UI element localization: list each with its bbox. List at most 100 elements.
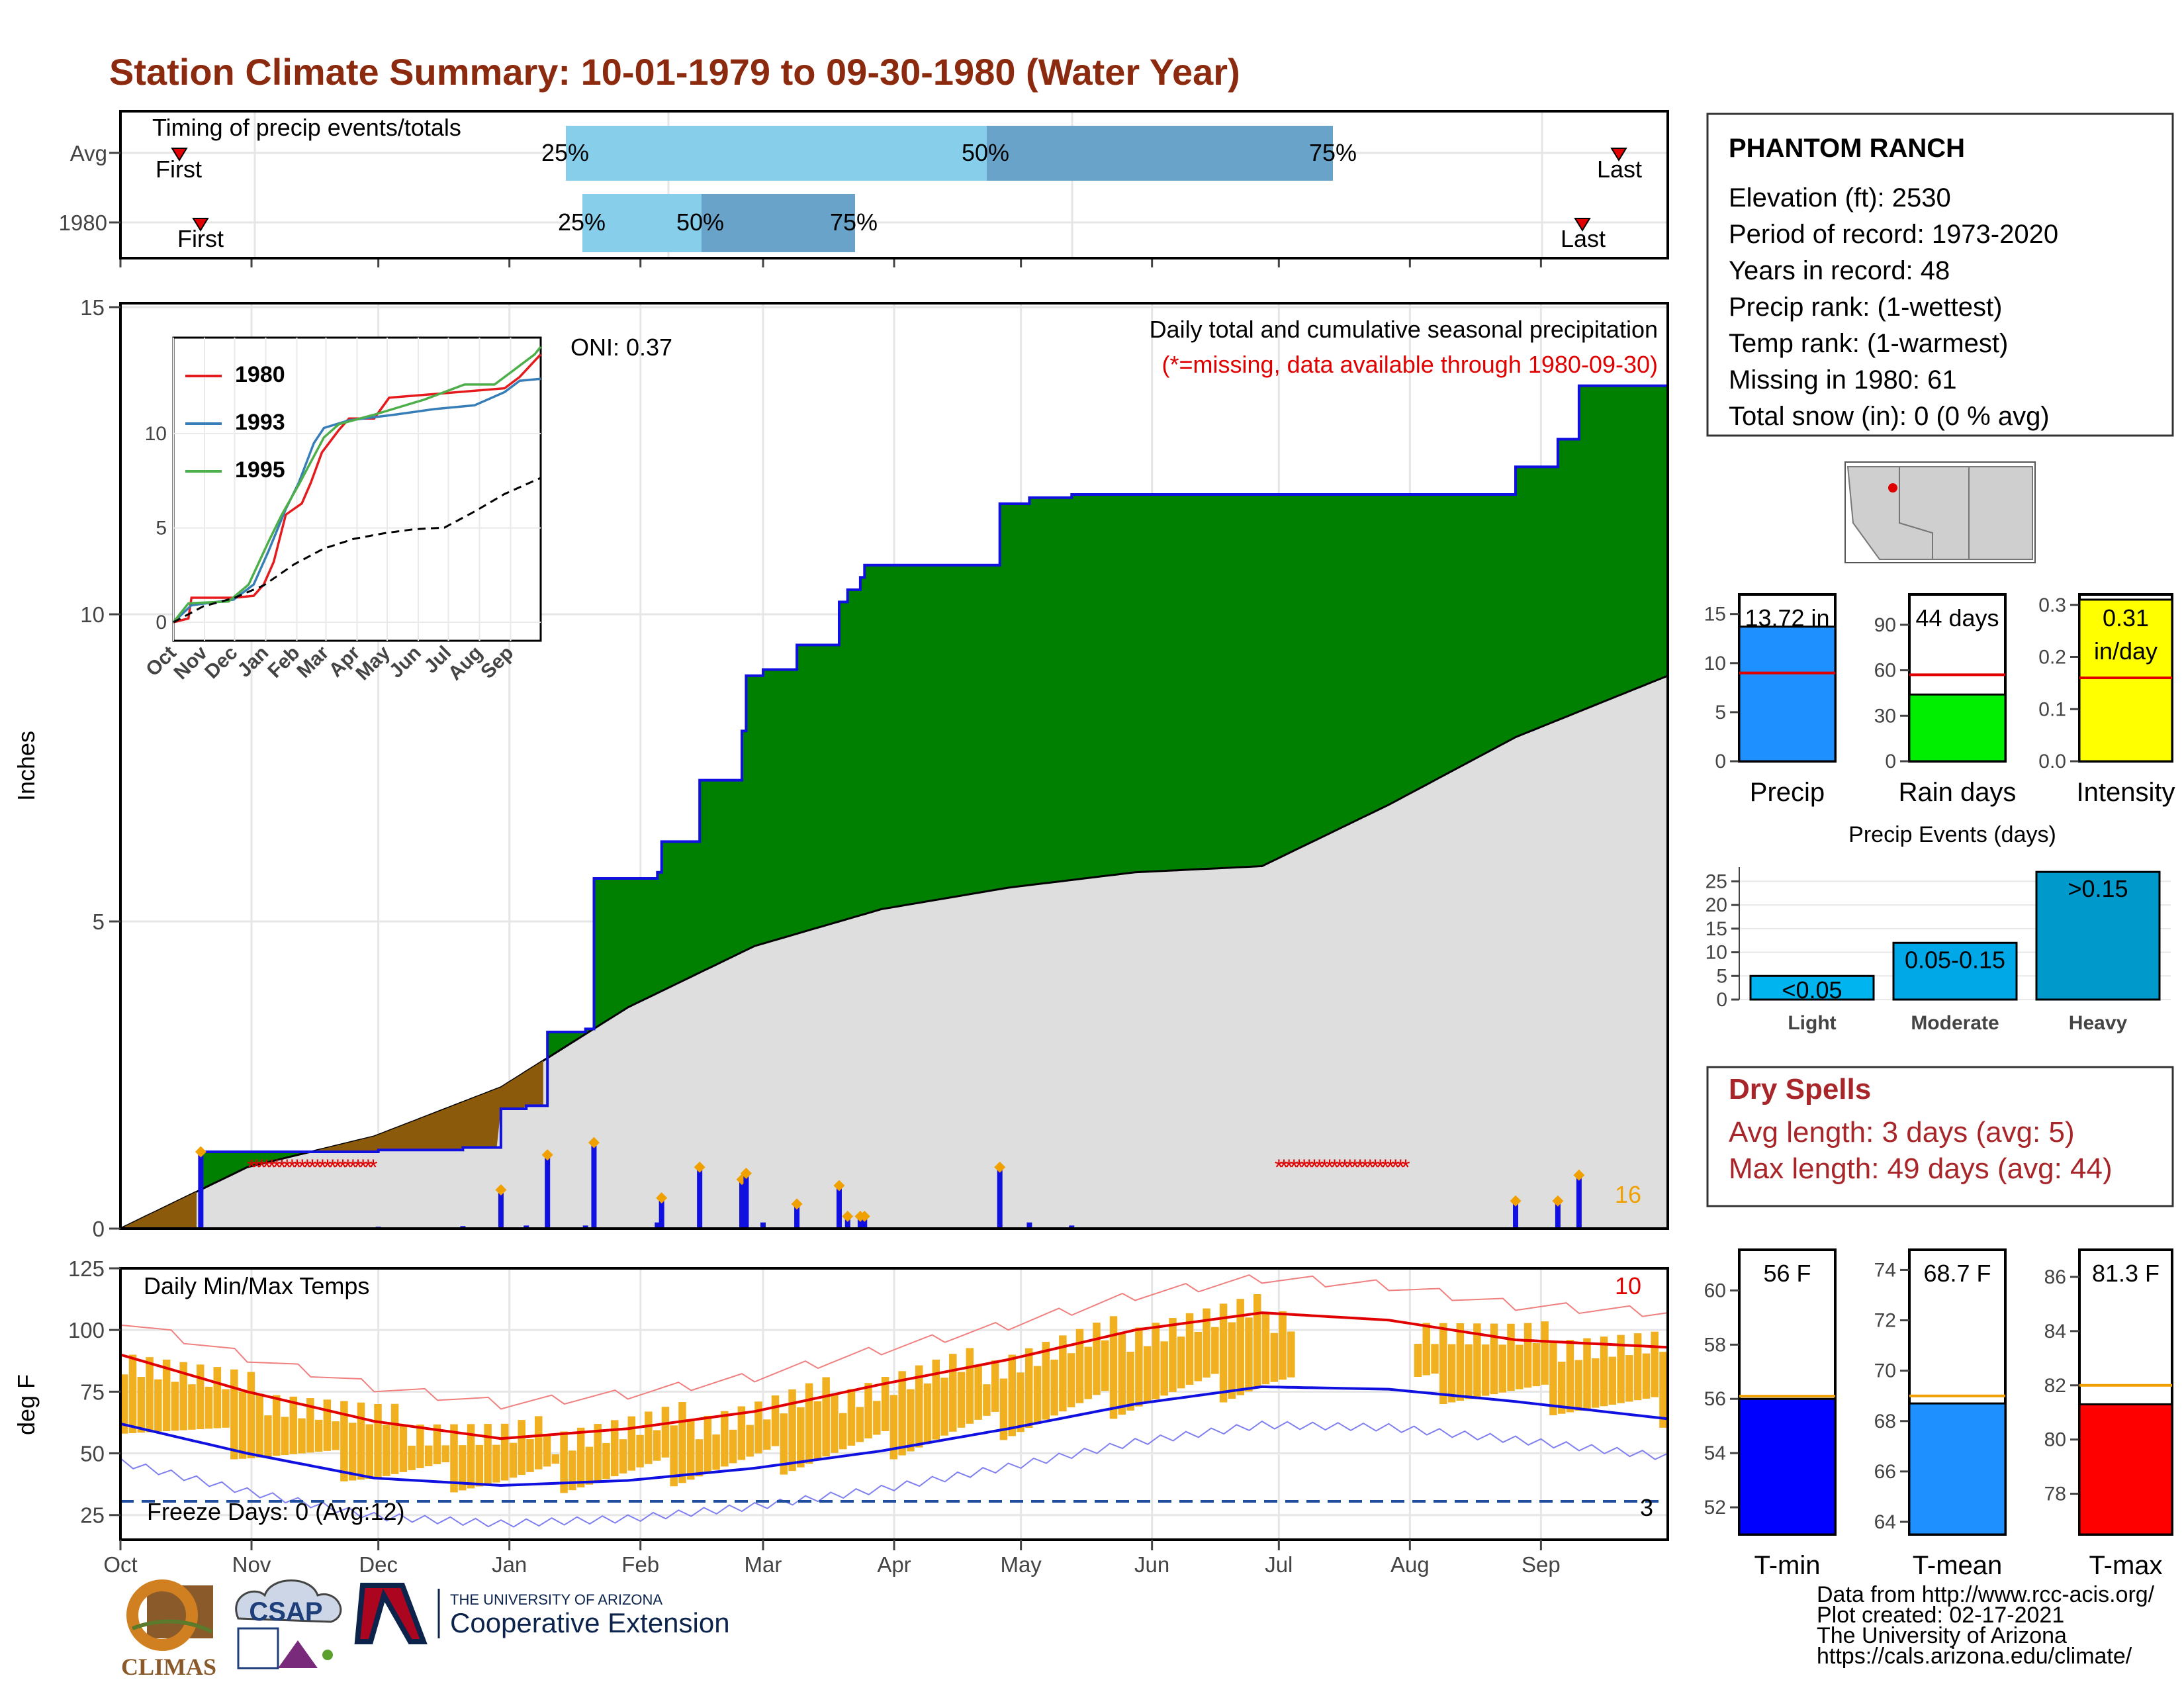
daily-temp-bar — [1219, 1303, 1228, 1403]
heavy-event-marker — [833, 1180, 845, 1192]
temp-ylabel: deg F — [13, 1374, 40, 1435]
intensity-bar — [2078, 598, 2173, 763]
yr-first-marker — [192, 218, 209, 232]
climas-text: CLIMAS — [121, 1654, 216, 1680]
temp-ytick: 125 — [68, 1256, 105, 1281]
summary-ytick: 15 — [1704, 604, 1726, 626]
historical-inset: 0510OctNovDecJanFebMarAprMayJunJulAugSep… — [142, 336, 542, 684]
daily-temp-bar — [289, 1396, 298, 1454]
daily-precip-bar — [582, 1225, 588, 1229]
precip-value: 13.72 in — [1745, 604, 1829, 632]
daily-precip-bar — [760, 1222, 766, 1229]
daily-temp-bar — [611, 1420, 619, 1477]
tmean-value: 68.7 F — [1923, 1260, 1991, 1287]
daily-temp-bar — [788, 1389, 796, 1472]
daily-temp-bar — [433, 1424, 441, 1464]
daily-temp-bar — [889, 1395, 898, 1460]
daily-precip-bar — [1026, 1222, 1032, 1229]
daily-temp-bar — [383, 1425, 390, 1476]
events-ytick: 20 — [1706, 894, 1727, 916]
month-tick: Feb — [621, 1552, 659, 1577]
daily-temp-bar — [873, 1401, 881, 1435]
csap-logo: CSAP — [235, 1579, 342, 1669]
summary-ytick: 66 — [1874, 1461, 1896, 1483]
missing-mark: * — [267, 1155, 276, 1180]
daily-temp-bar — [780, 1413, 788, 1475]
summary-ytick: 0 — [1885, 751, 1896, 773]
missing-mark: * — [323, 1155, 332, 1180]
daily-temp-bar — [238, 1391, 247, 1459]
daily-temp-bar — [399, 1425, 408, 1472]
daily-temp-bar — [949, 1354, 957, 1432]
summary-ytick: 56 — [1704, 1388, 1726, 1410]
daily-temp-bar — [1456, 1323, 1465, 1401]
daily-temp-bar — [1109, 1316, 1118, 1419]
daily-temp-bar — [721, 1411, 729, 1467]
summary-ytick: 74 — [1874, 1259, 1896, 1281]
hot-count: 10 — [1615, 1272, 1641, 1299]
event-bar-label: <0.05 — [1782, 976, 1842, 1004]
avg-timing-bar-25-50 — [566, 126, 987, 181]
summary-ytick: 84 — [2044, 1321, 2066, 1342]
raindays-bar — [1908, 693, 2007, 763]
heavy-event-marker — [858, 1210, 870, 1222]
daily-temp-bar — [940, 1378, 948, 1436]
missing-mark: * — [277, 1155, 286, 1180]
daily-temp-bar — [298, 1418, 306, 1454]
events-ytick: 0 — [1716, 989, 1727, 1011]
event-bar — [1749, 974, 1875, 1001]
precip-label: Precip — [1750, 778, 1825, 807]
page-title: Station Climate Summary: 10-01-1979 to 0… — [109, 51, 1240, 93]
daily-temp-bar — [357, 1402, 365, 1480]
event-category: Heavy — [2069, 1012, 2128, 1034]
daily-temp-bar — [1574, 1360, 1582, 1411]
temp-header: Daily Min/Max Temps — [144, 1272, 369, 1299]
daily-temp-bar — [255, 1393, 263, 1458]
summary-ytick: 0 — [1715, 751, 1726, 773]
daily-temp-bar — [306, 1398, 314, 1453]
heavy-event-marker — [791, 1198, 803, 1210]
daily-temp-bar — [983, 1384, 991, 1416]
event-bar-label: 0.05-0.15 — [1905, 946, 2005, 973]
daily-temp-bar — [661, 1407, 670, 1458]
daily-temp-bar — [1093, 1323, 1101, 1395]
daily-temp-bar — [839, 1413, 847, 1450]
daily-temp-bar — [754, 1401, 762, 1454]
daily-temp-bar — [1617, 1335, 1625, 1403]
inset-ytick: 10 — [145, 423, 167, 445]
summary-ytick: 72 — [1874, 1310, 1896, 1332]
daily-temp-bar — [171, 1382, 179, 1431]
cumulative-precip-line — [120, 384, 1668, 1230]
missing-mark: * — [252, 1155, 261, 1180]
summary-ytick: 70 — [1874, 1360, 1896, 1382]
precip-ytick: 15 — [80, 295, 105, 320]
daily-temp-bar — [120, 1374, 128, 1434]
daily-temp-bar — [585, 1446, 594, 1485]
dry-spells-box: Dry Spells Avg length: 3 days (avg: 5) M… — [1706, 1066, 2174, 1207]
footer-line2: Plot created: 02-17-2021 — [1817, 1603, 2064, 1628]
avg-first-label: First — [156, 156, 202, 183]
daily-temp-bar — [314, 1419, 323, 1452]
daily-temp-bar — [332, 1421, 340, 1450]
record-min-line — [120, 1420, 1668, 1528]
daily-precip-bar — [857, 1216, 863, 1229]
daily-temp-bar — [196, 1364, 205, 1430]
daily-temp-bar — [247, 1372, 255, 1458]
daily-temp-bar — [856, 1407, 864, 1442]
daily-temp-bar — [1126, 1351, 1134, 1411]
summary-ytick: 64 — [1874, 1511, 1896, 1533]
daily-temp-bar — [1566, 1340, 1574, 1413]
summary-ytick: 60 — [1704, 1280, 1726, 1301]
yr-last-marker — [1574, 218, 1591, 232]
daily-temp-bar — [1017, 1372, 1024, 1432]
daily-temp-bar — [560, 1431, 568, 1493]
daily-temp-bar — [1245, 1317, 1253, 1392]
daily-temp-bar — [1270, 1333, 1279, 1382]
timing-row-avg: Avg — [70, 141, 107, 165]
daily-temp-bar — [1583, 1338, 1591, 1409]
precip-ylabel: Inches — [13, 731, 40, 801]
daily-temp-bar — [222, 1389, 230, 1428]
missing-mark: * — [1345, 1155, 1354, 1180]
ua-big-text: Cooperative Extension — [450, 1607, 730, 1638]
